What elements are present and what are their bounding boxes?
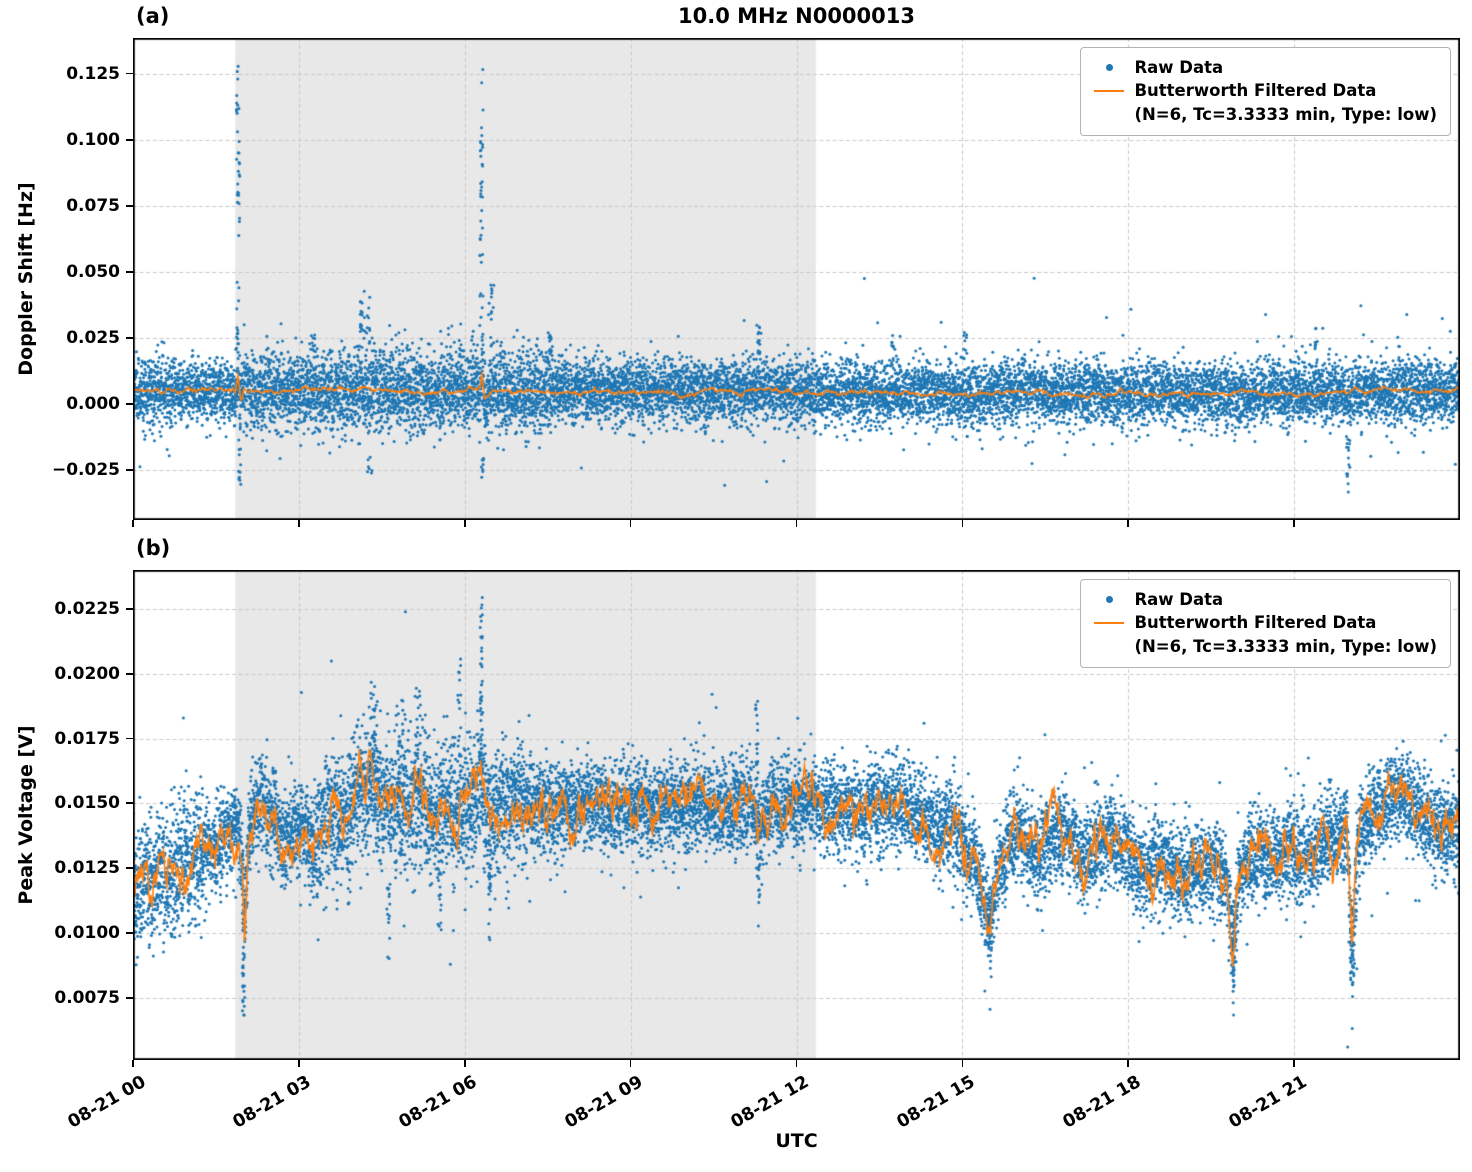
filtered-line-icon	[1094, 622, 1125, 625]
panel-a-plot-area: Raw Data Butterworth Filtered Data (N=6,…	[133, 38, 1460, 520]
legend-entry-filtered: Butterworth Filtered Data	[1092, 611, 1437, 634]
x-tick-mark	[629, 1060, 632, 1067]
x-tick-mark	[795, 1060, 798, 1067]
x-tick-mark	[1127, 1060, 1130, 1067]
x-tick-label: 08-21 15	[893, 1072, 979, 1133]
y-tick-label: 0.125	[66, 63, 120, 84]
y-tick-label: 0.000	[66, 393, 120, 414]
x-tick-mark	[463, 1060, 466, 1067]
x-tick-mark	[961, 520, 964, 527]
x-tick-label: 08-21 09	[561, 1072, 647, 1133]
y-tick-mark	[126, 468, 133, 471]
x-tick-label: 08-21 06	[395, 1072, 481, 1133]
x-axis-label: UTC	[775, 1130, 818, 1152]
legend-filtered-label: Butterworth Filtered Data	[1134, 81, 1377, 101]
y-tick-mark	[126, 737, 133, 740]
y-tick-label: 0.050	[66, 261, 120, 282]
x-tick-mark	[132, 1060, 134, 1067]
y-tick-mark	[126, 402, 133, 405]
y-tick-mark	[126, 802, 133, 805]
y-tick-label: 0.075	[66, 195, 120, 216]
x-tick-label: 08-21 18	[1059, 1072, 1145, 1133]
y-tick-label: 0.100	[66, 129, 120, 150]
panel-a-label: (a)	[136, 4, 170, 28]
x-tick-label: 08-21 12	[727, 1072, 813, 1133]
panel-b-label: (b)	[136, 536, 171, 560]
y-tick-mark	[126, 608, 133, 610]
y-tick-label: 0.0200	[54, 663, 120, 684]
y-tick-label: 0.0075	[54, 987, 120, 1008]
legend-entry-raw: Raw Data	[1092, 588, 1437, 611]
y-tick-mark	[126, 867, 133, 869]
x-tick-mark	[795, 520, 798, 527]
legend-raw-label: Raw Data	[1134, 58, 1224, 77]
y-tick-label: 0.0100	[54, 922, 120, 943]
panel-a-legend: Raw Data Butterworth Filtered Data (N=6,…	[1080, 47, 1451, 137]
panel-b-plot-area: Raw Data Butterworth Filtered Data (N=6,…	[133, 570, 1460, 1060]
x-tick-mark	[298, 1060, 300, 1067]
y-tick-mark	[126, 72, 133, 75]
x-tick-mark	[1293, 520, 1295, 527]
x-tick-mark	[298, 520, 300, 527]
y-tick-mark	[126, 138, 133, 141]
x-tick-mark	[132, 520, 134, 527]
x-tick-mark	[463, 520, 466, 527]
raw-data-marker-icon	[1105, 64, 1113, 72]
y-tick-mark	[126, 204, 133, 207]
figure-title: 10.0 MHz N0000013	[678, 4, 915, 28]
x-tick-label: 08-21 21	[1225, 1072, 1311, 1133]
y-tick-label: 0.0175	[54, 728, 120, 749]
legend-entry-raw: Raw Data	[1092, 56, 1437, 79]
legend-filtered-sublabel: (N=6, Tc=3.3333 min, Type: low)	[1134, 104, 1437, 124]
y-tick-label: 0.0225	[54, 598, 120, 619]
legend-raw-label: Raw Data	[1134, 590, 1224, 609]
y-tick-mark	[126, 270, 133, 273]
filtered-line-icon	[1094, 90, 1125, 93]
y-tick-label: 0.0125	[54, 858, 120, 879]
y-tick-label: −0.025	[51, 459, 120, 480]
legend-entry-filtered: Butterworth Filtered Data	[1092, 79, 1437, 102]
x-tick-label: 08-21 00	[64, 1072, 149, 1133]
x-tick-mark	[961, 1060, 964, 1067]
y-tick-mark	[126, 932, 133, 934]
x-tick-label: 08-21 03	[230, 1072, 315, 1133]
y-tick-mark	[126, 996, 133, 999]
legend-filtered-sublabel: (N=6, Tc=3.3333 min, Type: low)	[1134, 636, 1437, 656]
panel-b-legend: Raw Data Butterworth Filtered Data (N=6,…	[1080, 579, 1451, 669]
y-tick-mark	[126, 672, 133, 675]
y-tick-label: 0.0150	[54, 793, 120, 814]
x-tick-mark	[629, 520, 632, 527]
legend-filtered-label: Butterworth Filtered Data	[1134, 613, 1377, 633]
raw-data-marker-icon	[1105, 596, 1113, 604]
x-tick-mark	[1127, 520, 1130, 527]
y-tick-label: 0.025	[66, 327, 120, 348]
x-tick-mark	[1293, 1060, 1295, 1067]
y-tick-mark	[126, 336, 133, 339]
